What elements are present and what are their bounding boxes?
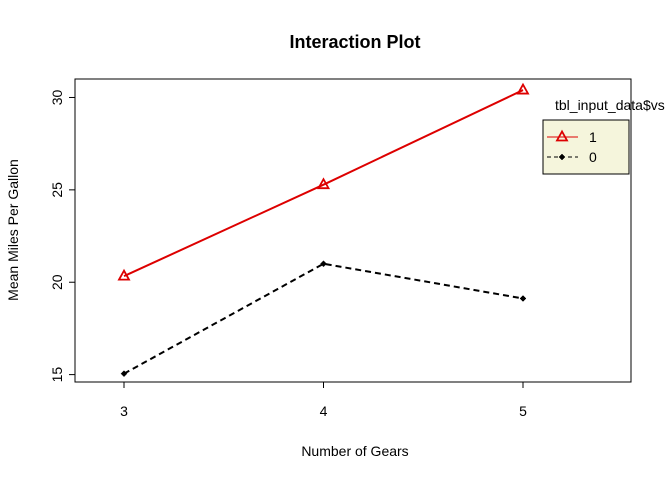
y-tick-label: 20 <box>49 274 65 290</box>
x-axis-title: Number of Gears <box>301 443 408 459</box>
x-axis: 3 4 5 <box>120 381 527 419</box>
legend-marker-1 <box>555 129 569 142</box>
legend-box <box>542 119 630 175</box>
data-point-0 <box>120 370 128 378</box>
data-point-0 <box>519 295 527 302</box>
series-layer <box>117 82 530 378</box>
chart-title: Interaction Plot <box>289 32 420 52</box>
y-axis-title: Mean Miles Per Gallon <box>5 159 21 301</box>
x-tick-label: 5 <box>519 403 527 419</box>
data-point-1 <box>316 177 331 190</box>
legend-label-0: 0 <box>589 149 597 165</box>
y-axis: 15 20 25 30 <box>49 89 76 383</box>
x-tick-label: 3 <box>120 403 128 419</box>
legend-label-1: 1 <box>589 129 597 145</box>
series-line-1 <box>123 89 524 278</box>
data-point-1 <box>516 82 530 95</box>
series-line-0 <box>123 262 524 375</box>
data-point-0 <box>320 260 327 268</box>
x-tick-label: 4 <box>320 403 328 419</box>
legend: tbl_input_data$vs 1 0 <box>542 97 665 175</box>
legend-title: tbl_input_data$vs <box>555 97 665 113</box>
legend-marker-0 <box>558 153 566 161</box>
y-tick-label: 15 <box>49 367 65 383</box>
y-tick-label: 25 <box>49 182 65 198</box>
y-tick-label: 30 <box>49 89 65 105</box>
data-point-1 <box>117 268 131 281</box>
